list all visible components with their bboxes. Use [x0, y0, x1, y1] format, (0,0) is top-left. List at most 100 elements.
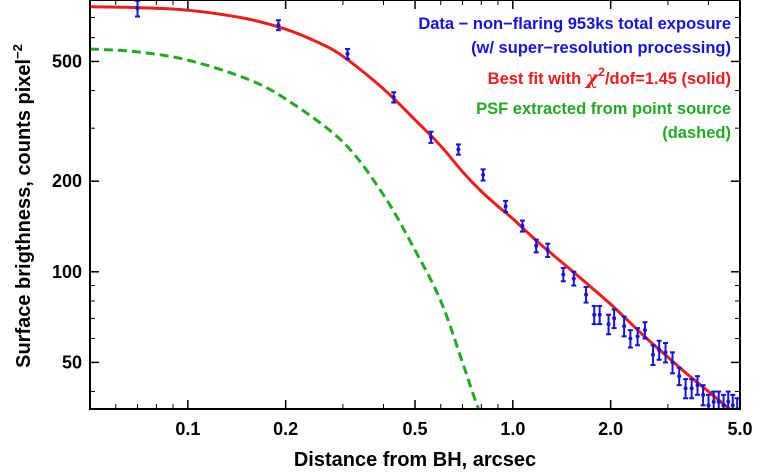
data-marker	[711, 399, 716, 404]
data-marker	[534, 243, 539, 248]
data-point	[627, 329, 633, 349]
data-marker	[428, 135, 433, 140]
data-point	[689, 378, 695, 400]
data-point	[545, 242, 551, 258]
x-tick-label: 2.0	[598, 419, 623, 439]
data-marker	[571, 276, 576, 281]
y-axis-title-superscript: −2	[10, 44, 25, 59]
y-tick-label: 50	[62, 352, 82, 372]
data-marker	[721, 403, 726, 408]
x-tick-label: 0.5	[402, 419, 427, 439]
x-tick-label: 0.1	[175, 419, 200, 439]
fit-line	[90, 5, 733, 409]
y-tick-label: 200	[52, 171, 82, 191]
legend-fit-chi: χ	[584, 67, 600, 89]
data-point	[650, 344, 656, 367]
data-point	[560, 266, 566, 283]
data-point	[611, 308, 617, 330]
y-tick-label: 100	[52, 262, 82, 282]
data-point	[706, 393, 712, 409]
legend-fit-sup: 2	[598, 65, 605, 79]
data-point	[455, 143, 461, 156]
data-point	[683, 378, 689, 400]
x-tick-label: 1.0	[500, 419, 525, 439]
data-marker	[635, 334, 640, 339]
data-marker	[481, 172, 486, 177]
data-point	[606, 313, 612, 336]
legend-data-line1: Data − non−flaring 953ks total exposure	[418, 15, 731, 33]
data-marker	[592, 312, 597, 317]
data-point	[656, 339, 662, 361]
data-marker	[520, 223, 525, 228]
data-marker	[561, 272, 566, 277]
data-point	[503, 199, 509, 214]
data-point	[621, 315, 627, 338]
data-marker	[716, 399, 721, 404]
x-axis-title: Distance from BH, arcsec	[294, 449, 536, 471]
axis-tick-labels: 0.1 0.2 0.5 1.0 2.0 5.0 50 100 200 500	[52, 51, 753, 439]
data-point	[571, 270, 577, 287]
legend-psf-line2: (dashed)	[662, 124, 731, 142]
legend: Data − non−flaring 953ks total exposure …	[418, 15, 731, 142]
data-marker	[606, 322, 611, 327]
data-marker	[657, 347, 662, 352]
data-point	[597, 304, 603, 326]
x-tick-label: 5.0	[727, 419, 752, 439]
data-marker	[726, 399, 731, 404]
data-point	[275, 19, 281, 32]
data-marker	[670, 360, 675, 365]
data-marker	[276, 23, 281, 28]
data-marker	[622, 324, 627, 329]
psf-series	[90, 47, 481, 409]
plot-frame	[89, 0, 741, 410]
data-point	[700, 384, 706, 407]
data-point	[721, 393, 727, 409]
x-tick-label: 0.2	[273, 419, 298, 439]
data-marker	[391, 95, 396, 100]
y-tick-label: 500	[52, 51, 82, 71]
y-axis-title: Surface brigthness, counts pixel−2	[10, 44, 35, 368]
data-marker	[730, 403, 735, 408]
data-marker	[545, 248, 550, 253]
data-point	[711, 390, 717, 409]
data-point	[519, 219, 525, 233]
legend-fit: Best fit with χ2/dof=1.45 (solid)	[488, 65, 731, 89]
y-axis-title-text: Surface brigthness, counts pixel	[13, 59, 35, 368]
data-marker	[651, 352, 656, 357]
data-point	[663, 341, 669, 364]
data-marker	[612, 316, 617, 321]
data-marker	[642, 328, 647, 333]
data-marker	[695, 383, 700, 388]
data-point	[428, 130, 434, 144]
data-marker	[456, 147, 461, 152]
data-marker	[683, 386, 688, 391]
data-marker	[584, 292, 589, 297]
data-point	[716, 390, 722, 409]
data-marker	[503, 204, 508, 209]
data-point	[730, 393, 736, 409]
data-point	[695, 375, 701, 396]
data-point	[533, 238, 539, 254]
data-point	[670, 351, 676, 375]
data-point	[591, 304, 597, 326]
legend-data-line2: (w/ super−resolution processing)	[471, 39, 731, 57]
data-marker	[135, 6, 140, 11]
psf-line	[90, 47, 481, 409]
legend-fit-suffix: /dof=1.45 (solid)	[605, 70, 731, 88]
legend-fit-prefix: Best fit with	[488, 70, 586, 88]
data-marker	[689, 386, 694, 391]
data-marker	[701, 392, 706, 397]
data-point	[345, 47, 351, 60]
data-point	[642, 321, 648, 340]
data-point	[583, 286, 589, 304]
data-marker	[628, 336, 633, 341]
data-point	[134, 0, 140, 18]
legend-psf-line1: PSF extracted from point source	[476, 100, 731, 118]
data-point	[725, 390, 731, 409]
data-point	[391, 91, 397, 104]
data-point	[480, 168, 486, 182]
data-marker	[345, 51, 350, 56]
data-point	[635, 327, 641, 347]
data-marker	[663, 350, 668, 355]
